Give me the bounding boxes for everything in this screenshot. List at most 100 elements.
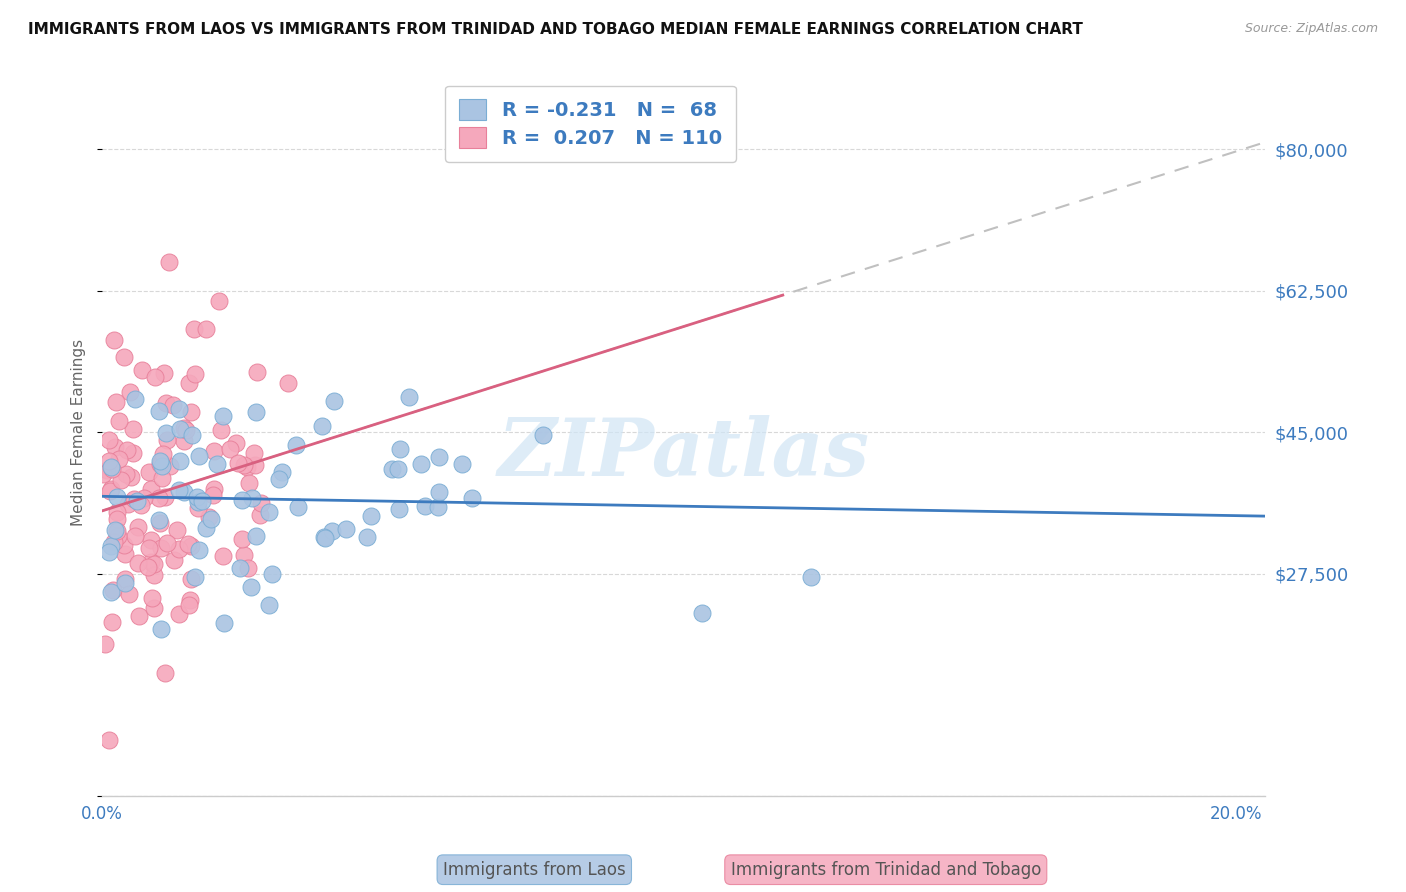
Point (389, 442, 412, 456)
Point (531, 427, 554, 442)
Point (231, 492, 253, 507)
Point (97, 733, 120, 747)
Point (236, 561, 259, 575)
Point (187, 495, 209, 509)
Point (191, 494, 214, 508)
Point (149, 541, 172, 556)
Point (209, 423, 232, 437)
Point (322, 394, 344, 409)
Point (321, 524, 343, 538)
Point (153, 490, 176, 504)
Point (142, 601, 165, 615)
Point (104, 440, 127, 454)
Point (231, 532, 253, 546)
Point (141, 482, 163, 496)
Point (173, 421, 195, 435)
Point (180, 572, 202, 586)
Point (150, 471, 173, 485)
Point (184, 570, 207, 584)
Point (105, 490, 128, 504)
Point (257, 598, 280, 612)
Point (177, 537, 200, 551)
Point (214, 615, 236, 630)
Point (149, 456, 172, 470)
Point (225, 436, 247, 450)
Point (155, 396, 177, 410)
Point (451, 457, 474, 471)
Point (155, 425, 177, 440)
Point (194, 521, 217, 535)
Point (245, 529, 267, 543)
Point (229, 561, 252, 575)
Point (413, 500, 436, 514)
Point (427, 485, 450, 500)
Point (124, 529, 146, 543)
Point (105, 512, 128, 526)
Point (129, 498, 152, 512)
Point (800, 570, 823, 584)
Point (100, 482, 122, 496)
Point (179, 592, 201, 607)
Point (121, 422, 143, 436)
Point (285, 438, 308, 452)
Point (184, 368, 207, 382)
Point (356, 530, 378, 544)
Text: Immigrants from Laos: Immigrants from Laos (443, 861, 626, 879)
Point (124, 392, 146, 406)
Point (409, 457, 432, 471)
Point (115, 467, 138, 481)
Point (139, 555, 162, 569)
Point (212, 409, 235, 423)
Point (118, 384, 141, 399)
Point (166, 523, 188, 537)
Point (138, 541, 160, 555)
Point (169, 421, 191, 435)
Text: Source: ZipAtlas.com: Source: ZipAtlas.com (1244, 22, 1378, 36)
Point (148, 491, 170, 505)
Point (387, 462, 409, 476)
Point (149, 458, 172, 472)
Y-axis label: Median Female Earnings: Median Female Earnings (72, 339, 86, 525)
Point (153, 665, 176, 680)
Point (233, 458, 256, 472)
Point (314, 529, 336, 543)
Point (117, 442, 139, 457)
Point (250, 496, 273, 510)
Point (180, 405, 202, 419)
Point (311, 419, 333, 434)
Point (136, 560, 159, 574)
Point (138, 465, 160, 479)
Point (202, 443, 225, 458)
Legend: R = -0.231   N =  68, R =  0.207   N = 110: R = -0.231 N = 68, R = 0.207 N = 110 (446, 86, 735, 162)
Point (150, 455, 173, 469)
Point (159, 459, 181, 474)
Point (103, 582, 125, 597)
Point (179, 599, 201, 613)
Point (314, 531, 336, 545)
Point (100, 615, 122, 629)
Point (96, 463, 118, 477)
Point (108, 452, 131, 467)
Point (277, 376, 299, 390)
Point (212, 549, 235, 563)
Point (100, 585, 122, 599)
Point (143, 557, 166, 571)
Point (156, 433, 179, 447)
Point (156, 536, 179, 550)
Point (169, 483, 191, 498)
Point (101, 461, 124, 475)
Point (205, 457, 228, 471)
Point (117, 497, 139, 511)
Point (149, 622, 172, 636)
Point (167, 607, 190, 621)
Point (143, 369, 166, 384)
Point (287, 500, 309, 514)
Point (240, 580, 263, 594)
Point (122, 446, 145, 460)
Point (177, 376, 200, 391)
Point (162, 398, 184, 412)
Point (118, 587, 141, 601)
Point (124, 491, 146, 506)
Point (169, 453, 191, 467)
Point (200, 512, 222, 526)
